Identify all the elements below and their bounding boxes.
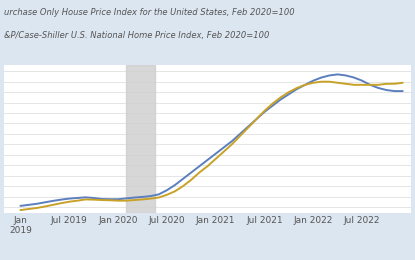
Text: urchase Only House Price Index for the United States, Feb 2020=100: urchase Only House Price Index for the U…	[4, 8, 295, 17]
Text: &P/Case-Shiller U.S. National Home Price Index, Feb 2020=100: &P/Case-Shiller U.S. National Home Price…	[4, 31, 269, 40]
Bar	[126, 65, 155, 213]
